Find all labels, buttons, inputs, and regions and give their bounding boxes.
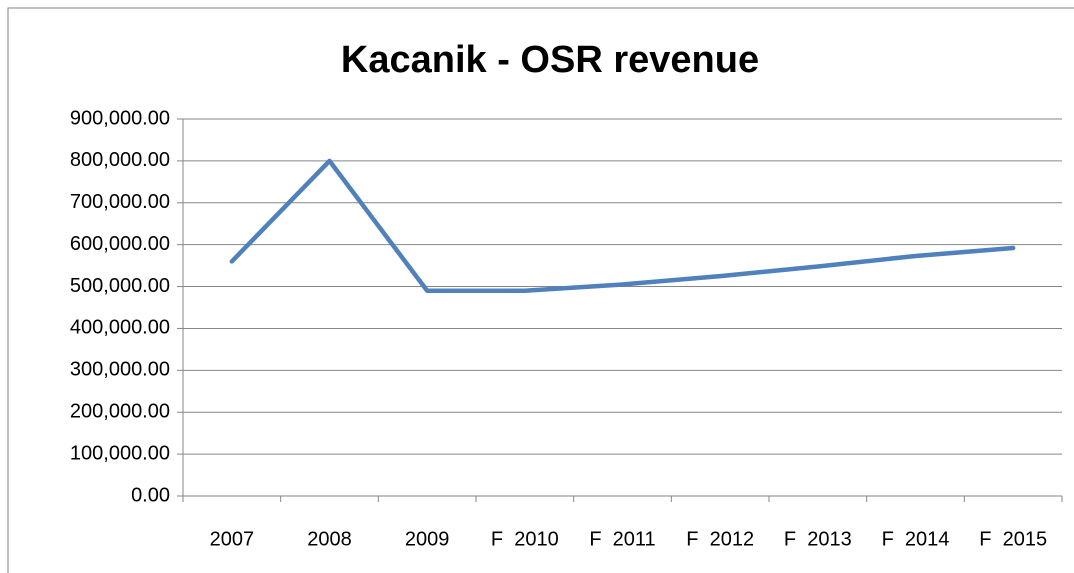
x-tick-label: F 2012 [686, 528, 754, 550]
x-tick-label: F 2011 [589, 528, 655, 550]
x-tick-label: 2008 [307, 528, 352, 550]
y-tick-label: 500,000.00 [70, 275, 170, 297]
y-tick-label: 100,000.00 [70, 442, 170, 464]
y-tick-label: 900,000.00 [70, 107, 170, 129]
y-tick-label: 300,000.00 [70, 359, 170, 381]
x-tick-label: F 2013 [784, 528, 852, 550]
series-line [229, 158, 1016, 293]
y-tick-label: 400,000.00 [70, 317, 170, 339]
chart-title: Kacanik - OSR revenue [341, 39, 759, 81]
y-tick-label: 700,000.00 [70, 191, 170, 213]
y-tick-label: 0.00 [131, 484, 170, 506]
x-tick-label: F 2014 [882, 528, 950, 550]
y-tick-label: 800,000.00 [70, 149, 170, 171]
y-tick-label: 200,000.00 [70, 401, 170, 423]
x-tick-label: F 2010 [491, 528, 559, 550]
y-tick-label: 600,000.00 [70, 233, 170, 255]
x-tick-label: F 2015 [979, 528, 1047, 550]
x-tick-label: 2007 [210, 528, 255, 550]
x-tick-label: 2009 [405, 528, 450, 550]
